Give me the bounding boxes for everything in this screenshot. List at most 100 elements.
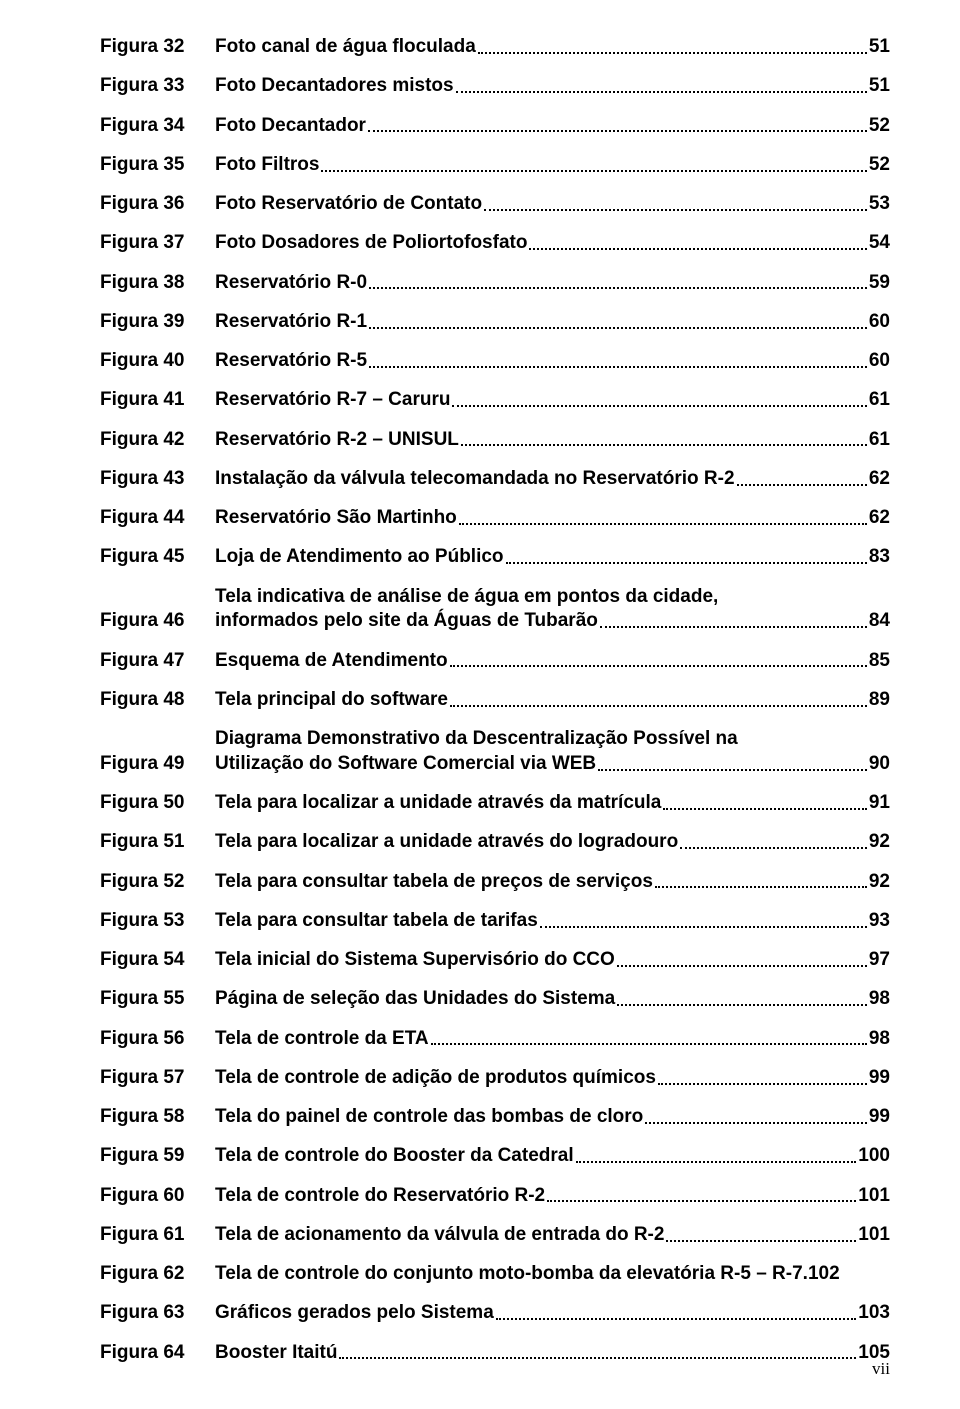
figure-entry: Figura 33Foto Decantadores mistos51: [100, 74, 890, 98]
leader-dots: [540, 925, 867, 928]
figure-description-wrap: Reservatório São Martinho62: [215, 506, 890, 530]
figure-page: 90: [869, 752, 890, 776]
figure-entry: Figura 60Tela de controle do Reservatóri…: [100, 1184, 890, 1208]
figure-entry: Figura 43Instalação da válvula telecoman…: [100, 467, 890, 491]
figure-description-wrap: Tela de acionamento da válvula de entrad…: [215, 1223, 890, 1247]
figure-description-wrap: Reservatório R-7 – Caruru61: [215, 388, 890, 412]
figure-description: Tela para localizar a unidade através da…: [215, 791, 661, 815]
figure-description-wrap: Reservatório R-160: [215, 310, 890, 334]
figure-page: 100: [858, 1144, 890, 1168]
leader-dots: [431, 1042, 867, 1045]
figure-page: 83: [869, 545, 890, 569]
figure-page: 99: [869, 1105, 890, 1129]
leader-dots: [478, 51, 867, 54]
figure-entry: Figura 48Tela principal do software89: [100, 688, 890, 712]
figure-page: 60: [869, 349, 890, 373]
figure-description-wrap: Reservatório R-2 – UNISUL61: [215, 428, 890, 452]
figure-label: Figura 44: [100, 506, 215, 530]
figure-description-wrap: Tela de controle do conjunto moto-bomba …: [215, 1262, 890, 1286]
figure-description: Tela de controle do Booster da Catedral: [215, 1144, 574, 1168]
leader-dots: [496, 1317, 857, 1320]
figure-description-wrap: Tela de controle do Booster da Catedral 1…: [215, 1144, 890, 1168]
figure-page: 91: [869, 791, 890, 815]
figure-description-wrap: Tela para localizar a unidade através do…: [215, 830, 890, 854]
figure-description-wrap: Foto canal de água floculada 51: [215, 35, 890, 59]
figure-description: Booster Itaitú: [215, 1341, 337, 1365]
figure-label: Figura 53: [100, 909, 215, 933]
figure-label: Figura 45: [100, 545, 215, 569]
figure-label: Figura 61: [100, 1223, 215, 1247]
leader-dots: [321, 169, 866, 172]
figure-description: informados pelo site da Águas de Tubarão: [215, 609, 598, 633]
figure-label: Figura 60: [100, 1184, 215, 1208]
figure-description: Reservatório São Martinho: [215, 506, 457, 530]
figure-description-wrap: Loja de Atendimento ao Público83: [215, 545, 890, 569]
figure-label: Figura 62: [100, 1262, 215, 1286]
figure-description-wrap: Tela para consultar tabela de tarifas93: [215, 909, 890, 933]
figure-description-wrap: Gráficos gerados pelo Sistema103: [215, 1301, 890, 1325]
figure-entry: Figura 35Foto Filtros 52: [100, 153, 890, 177]
page: Figura 32Foto canal de água floculada51F…: [0, 0, 960, 1409]
figure-entry: Figura 53Tela para consultar tabela de t…: [100, 909, 890, 933]
figure-page: 98: [869, 1027, 890, 1051]
figure-label: Figura 34: [100, 114, 215, 138]
figure-entry: Figura 63Gráficos gerados pelo Sistema10…: [100, 1301, 890, 1325]
figure-description-wrap: Tela indicativa de análise de água em po…: [215, 585, 890, 634]
figure-entry: Figura 49Diagrama Demonstrativo da Desce…: [100, 727, 890, 776]
figure-description: Foto Filtros: [215, 153, 319, 177]
leader-dots: [655, 885, 867, 888]
figure-page: 92: [869, 870, 890, 894]
figure-description: Tela de controle da ETA: [215, 1027, 429, 1051]
figure-page: 52: [869, 153, 890, 177]
figure-description-wrap: Foto Decantadores mistos51: [215, 74, 890, 98]
figure-page: 51: [869, 35, 890, 59]
figure-label: Figura 43: [100, 467, 215, 491]
figure-page: 89: [869, 688, 890, 712]
figure-description: Tela inicial do Sistema Supervisório do …: [215, 948, 615, 972]
leader-dots: [459, 522, 867, 525]
figure-description: Tela indicativa de análise de água em po…: [215, 585, 718, 609]
leader-dots: [666, 1239, 856, 1242]
figure-description: Foto Reservatório de Contato: [215, 192, 482, 216]
figure-entry: Figura 58Tela do painel de controle das …: [100, 1105, 890, 1129]
figure-entry: Figura 40Reservatório R-560: [100, 349, 890, 373]
figure-entry: Figura 55Página de seleção das Unidades …: [100, 987, 890, 1011]
figure-description: Reservatório R-0: [215, 271, 367, 295]
leader-dots: [484, 208, 867, 211]
figure-label: Figura 35: [100, 153, 215, 177]
figure-description-wrap: Instalação da válvula telecomandada no R…: [215, 467, 890, 491]
figure-list: Figura 32Foto canal de água floculada51F…: [100, 35, 890, 1364]
figure-page: 101: [858, 1184, 890, 1208]
figure-label: Figura 56: [100, 1027, 215, 1051]
figure-entry: Figura 59Tela de controle do Booster da …: [100, 1144, 890, 1168]
figure-description-wrap: Tela para localizar a unidade através da…: [215, 791, 890, 815]
leader-dots: [547, 1199, 856, 1202]
figure-description: Foto Decantador: [215, 114, 366, 138]
figure-entry: Figura 36Foto Reservatório de Contato53: [100, 192, 890, 216]
figure-entry: Figura 62Tela de controle do conjunto mo…: [100, 1262, 890, 1286]
figure-page: 51: [869, 74, 890, 98]
leader-dots: [576, 1160, 857, 1163]
figure-description: Instalação da válvula telecomandada no R…: [215, 467, 735, 491]
leader-dots: [369, 326, 867, 329]
figure-page: 98: [869, 987, 890, 1011]
figure-description: Foto canal de água floculada: [215, 35, 476, 59]
figure-entry: Figura 51Tela para localizar a unidade a…: [100, 830, 890, 854]
figure-page: 61: [869, 428, 890, 452]
page-footer: vii: [872, 1359, 890, 1379]
figure-description-wrap: Foto Reservatório de Contato53: [215, 192, 890, 216]
figure-page: 62: [869, 467, 890, 491]
figure-label: Figura 41: [100, 388, 215, 412]
leader-dots: [658, 1082, 867, 1085]
figure-entry: Figura 64Booster Itaitú105: [100, 1341, 890, 1365]
figure-description-wrap: Reservatório R-059: [215, 271, 890, 295]
figure-page: 60: [869, 310, 890, 334]
figure-page: 97: [869, 948, 890, 972]
figure-description-wrap: Tela de controle do Reservatório R-2101: [215, 1184, 890, 1208]
figure-entry: Figura 56Tela de controle da ETA 98: [100, 1027, 890, 1051]
figure-description: Tela de controle do conjunto moto-bomba …: [215, 1262, 803, 1286]
figure-entry: Figura 46Tela indicativa de análise de á…: [100, 585, 890, 634]
figure-page: 61: [869, 388, 890, 412]
leader-dots: [645, 1121, 867, 1124]
figure-description-wrap: Página de seleção das Unidades do Sistem…: [215, 987, 890, 1011]
